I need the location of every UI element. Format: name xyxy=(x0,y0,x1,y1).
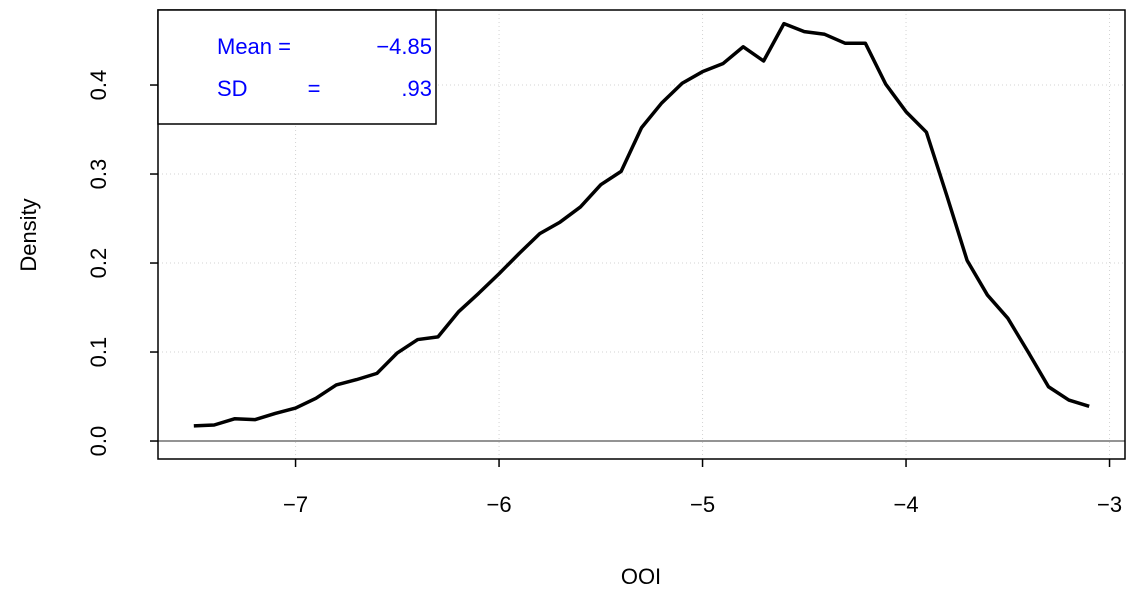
x-tick-label: −3 xyxy=(1097,492,1122,517)
y-tick-label: 0.4 xyxy=(86,70,111,101)
legend-text: .93 xyxy=(401,76,432,101)
x-axis-title: OOI xyxy=(621,564,661,589)
x-tick-label: −7 xyxy=(283,492,308,517)
y-tick-label: 0.3 xyxy=(86,159,111,190)
density-line xyxy=(193,21,1090,428)
legend-text: SD xyxy=(217,76,248,101)
legend-text: −4.85 xyxy=(376,34,432,59)
y-tick-label: 0.0 xyxy=(86,426,111,457)
legend: Mean = −4.85 SD = .93 xyxy=(157,9,437,125)
x-tick-label: −6 xyxy=(487,492,512,517)
legend-box xyxy=(157,9,437,125)
y-tick-label: 0.2 xyxy=(86,248,111,279)
plot-frame xyxy=(157,9,1126,460)
y-axis-title: Density xyxy=(16,198,41,271)
x-tick-label: −4 xyxy=(893,492,918,517)
x-tick-label: −5 xyxy=(690,492,715,517)
y-tick-label: 0.1 xyxy=(86,337,111,368)
legend-text: = xyxy=(308,76,321,101)
legend-text: Mean = xyxy=(217,34,291,59)
